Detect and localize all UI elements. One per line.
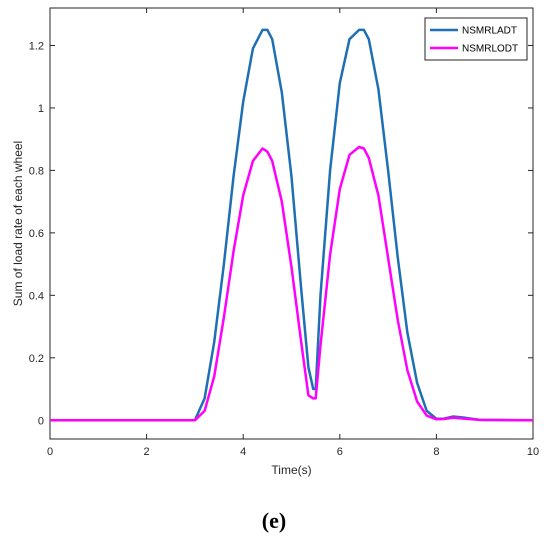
y-tick-label: 0.2	[29, 353, 44, 365]
y-tick-label: 0.8	[29, 165, 44, 177]
y-tick-label: 1.2	[29, 40, 44, 52]
legend-label: NSMRLODT	[462, 44, 518, 55]
y-tick-label: 0	[38, 415, 44, 427]
x-tick-label: 2	[144, 446, 150, 458]
series-line-nsmrlodt	[50, 145, 534, 422]
x-tick-label: 4	[240, 446, 246, 458]
y-tick-label: 1	[38, 103, 44, 115]
series-lines	[50, 28, 534, 422]
x-tick-label: 10	[527, 446, 539, 458]
x-tick-label: 0	[47, 446, 53, 458]
x-axis: 0 2 4 6 8 10	[47, 8, 539, 458]
x-tick-label: 8	[433, 446, 439, 458]
y-tick-label: 0.6	[29, 228, 44, 240]
plot-area	[49, 7, 534, 440]
x-tick-label: 6	[337, 446, 343, 458]
legend: NSMRLADT NSMRLODT	[424, 17, 528, 61]
y-tick-label: 0.4	[29, 290, 44, 302]
legend-box	[424, 17, 528, 61]
x-axis-label: Time(s)	[271, 463, 311, 477]
legend-label: NSMRLADT	[462, 26, 517, 37]
y-axis-label: Sum of load rate of each wheel	[11, 141, 25, 306]
series-line-nsmrladt	[50, 28, 534, 422]
y-axis: 0 0.2 0.4 0.6 0.8 1 1.2	[29, 40, 533, 427]
panel-label: (e)	[261, 508, 287, 533]
